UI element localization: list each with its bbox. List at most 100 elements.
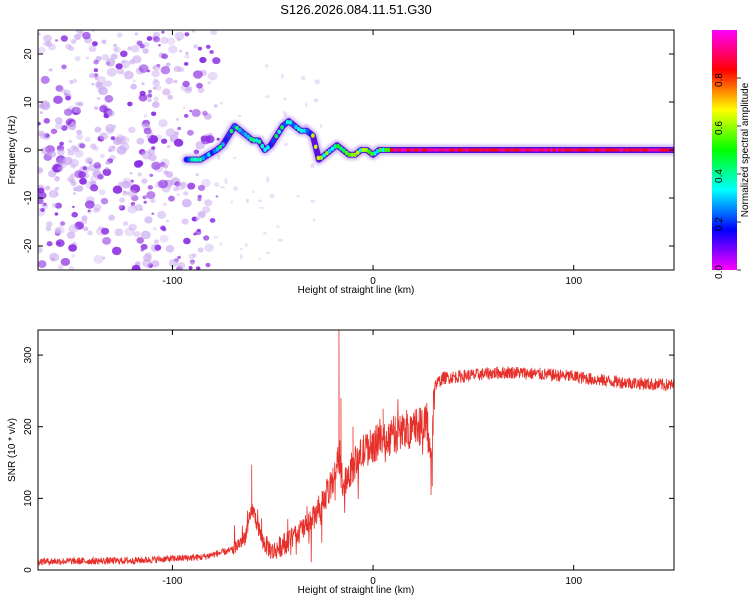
spectrogram-noise-mark (259, 206, 264, 209)
spectrogram-track-cell (356, 150, 360, 155)
spectrogram-track-cell (198, 157, 203, 162)
spectrogram-noise-mark (54, 202, 63, 209)
spectrogram-noise-mark (50, 257, 55, 261)
spectrogram-noise-mark (69, 178, 76, 184)
spectrogram-noise-mark (146, 191, 156, 200)
spectrogram-noise-mark (163, 170, 169, 175)
spectrogram-noise-mark (197, 197, 202, 202)
spectrogram-noise-mark (130, 184, 141, 194)
spectrogram-noise-mark (130, 201, 136, 206)
spectrogram-noise-mark (48, 151, 57, 158)
spectrogram-track-cell (563, 148, 568, 152)
spectrogram-noise-mark (173, 186, 179, 192)
spectrogram-track-cell (434, 148, 439, 152)
spectrogram-track-cell (372, 151, 377, 156)
snr-y-tick-label: 0 (23, 567, 34, 573)
spectrogram-noise-mark (187, 129, 194, 136)
spectrogram-noise-mark (142, 195, 147, 200)
spectrogram-noise-mark (265, 251, 270, 255)
spectrogram-noise-mark (83, 226, 89, 232)
spectrogram-noise-mark (93, 207, 100, 213)
spectrogram-track-cell (344, 150, 349, 156)
spectrogram-noise-mark (38, 260, 47, 268)
spectrogram-x-ticks: -100 0 100 (162, 30, 582, 287)
spectrogram-noise-mark (152, 227, 157, 231)
spectrogram-noise-mark (305, 101, 308, 108)
spectrogram-noise-mark (149, 198, 156, 204)
colorbar-label: Normalized spectral amplitude (740, 82, 750, 217)
spectrogram-y-tick-label: -10 (23, 190, 34, 205)
spectrogram-track-cell (541, 148, 545, 152)
spectrogram-track-cell (336, 144, 340, 149)
spectrogram-track-cell (235, 125, 239, 131)
spectrogram-noise-mark (101, 39, 107, 45)
snr-x-ticks: -100 0 100 (162, 330, 582, 587)
spectrogram-track-cell (437, 148, 442, 152)
spectrogram-track-cell (636, 148, 641, 152)
spectrogram-noise-mark (60, 35, 68, 42)
spectrogram-noise-mark (128, 189, 137, 198)
spectrogram-track-cell (493, 148, 498, 152)
spectrogram-noise-mark (152, 80, 160, 87)
spectrogram-track-cell (400, 148, 405, 152)
spectrogram-noise-mark (88, 72, 96, 79)
spectrogram-track-cell (591, 148, 596, 152)
spectrogram-noise-mark (120, 50, 128, 58)
spectrogram-noise-mark (153, 78, 159, 83)
spectrogram-noise-mark (94, 77, 99, 81)
spectrogram-track-cell (240, 130, 245, 135)
spectrogram-noise-mark (134, 32, 139, 36)
spectrogram-noise-mark (38, 122, 41, 126)
spectrogram-track-cell (403, 148, 408, 152)
spectrogram-noise-mark (130, 179, 134, 183)
spectrogram-noise-mark (57, 264, 64, 270)
spectrogram-noise-mark (90, 175, 98, 183)
spectrogram-noise-mark (71, 211, 78, 218)
spectrogram-noise-mark (224, 178, 228, 185)
spectrogram-track-cell (375, 149, 380, 154)
spectrogram-track-cell (589, 148, 593, 152)
spectrogram-noise-mark (213, 236, 219, 239)
spectrogram-track-cell (650, 148, 655, 152)
spectrogram-noise-mark (168, 195, 175, 202)
spectrogram-noise-mark (94, 126, 102, 133)
spectrogram-track-cell (429, 148, 433, 152)
spectrogram-noise-mark (233, 186, 239, 191)
spectrogram-noise-mark (95, 81, 103, 88)
spectrogram-noise-mark (191, 30, 195, 33)
spectrogram-track-cell (488, 148, 492, 152)
spectrogram-noise-mark (146, 36, 153, 41)
spectrogram-track-cell (583, 148, 588, 152)
spectrogram-noise-mark (61, 64, 67, 70)
spectrogram-track-layer (181, 116, 674, 165)
spectrogram-noise-mark (265, 95, 270, 99)
spectrogram-noise-mark (45, 226, 52, 232)
spectrogram-noise-mark (144, 216, 153, 224)
spectrogram-track-cell (527, 148, 531, 152)
spectrogram-track-cell (521, 148, 526, 152)
spectrogram-noise-mark (214, 182, 220, 187)
spectrogram-y-ticks: -20 -10 0 10 20 (23, 48, 674, 253)
spectrogram-x-tick-label: 100 (565, 276, 582, 287)
spectrogram-noise-mark (74, 149, 84, 158)
spectrogram-track-cell (364, 147, 369, 153)
spectrogram-noise-mark (147, 185, 153, 190)
spectrogram-track-cell (238, 128, 242, 133)
spectrogram-noise-mark (130, 83, 137, 90)
spectrogram-noise-mark (48, 170, 57, 178)
spectrogram-noise-mark (209, 50, 214, 54)
spectrogram-track-cell (499, 148, 503, 152)
spectrogram-x-tick-label: 0 (370, 276, 376, 287)
spectrogram-noise-mark (124, 227, 135, 237)
spectrogram-track-cell (207, 152, 211, 157)
snr-x-label: Height of straight line (km) (298, 585, 415, 596)
spectrogram-noise-mark (265, 176, 270, 183)
spectrogram-noise-mark (151, 161, 161, 170)
spectrogram-noise-mark (179, 181, 188, 188)
spectrogram-noise-mark (82, 31, 91, 40)
spectrogram-track-cell (232, 124, 236, 129)
spectrogram-noise-mark (187, 182, 196, 190)
colorbar-tick-label: 0.0 (714, 265, 725, 279)
spectrogram-noise-mark (72, 205, 75, 209)
